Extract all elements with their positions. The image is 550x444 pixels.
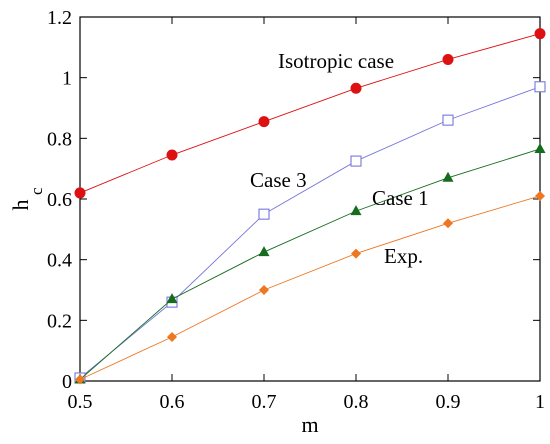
- series-label: Case 1: [372, 186, 429, 210]
- data-point: [534, 28, 546, 40]
- data-point: [167, 332, 177, 343]
- x-tick-label: 1: [535, 391, 545, 413]
- y-tick-label: 0: [62, 371, 72, 393]
- y-axis-title-subscript: c: [27, 187, 46, 195]
- series-line: [79, 195, 541, 380]
- data-point: [258, 208, 270, 220]
- y-tick-label: 1: [62, 68, 72, 90]
- data-point: [350, 205, 362, 216]
- y-tick-label: 0.8: [47, 128, 72, 150]
- data-point: [534, 142, 546, 153]
- data-point: [166, 149, 178, 161]
- series-case-1: [74, 142, 546, 384]
- data-point: [443, 218, 453, 229]
- data-point: [442, 53, 454, 65]
- x-tick-label: 0.5: [68, 391, 93, 413]
- data-point: [442, 114, 454, 126]
- data-point: [259, 285, 269, 295]
- x-tick-label: 0.9: [436, 391, 461, 413]
- series-label: Case 3: [250, 168, 307, 192]
- data-point: [442, 171, 454, 182]
- data-point: [535, 190, 545, 201]
- x-tick-label: 0.6: [160, 391, 185, 413]
- series-annotations: Isotropic case Case 3 Case 1 Exp.: [250, 49, 429, 268]
- y-tick-label: 1.2: [47, 7, 72, 29]
- y-tick-label: 0.6: [47, 189, 72, 211]
- series-isotropic-case: [74, 28, 546, 199]
- series-line: [79, 148, 541, 380]
- x-tick-label: 0.8: [344, 391, 369, 413]
- data-point: [350, 155, 362, 167]
- data-point: [258, 246, 270, 257]
- x-axis-title: m: [301, 412, 318, 437]
- data-point: [350, 82, 362, 94]
- data-point: [75, 374, 85, 385]
- series-line: [79, 86, 541, 379]
- data-point: [74, 187, 86, 199]
- y-axis-title-main: h: [8, 200, 33, 211]
- y-tick-label: 0.2: [47, 310, 72, 332]
- data-point: [166, 293, 178, 304]
- series-case-3: [74, 81, 546, 384]
- series-label: Isotropic case: [278, 49, 394, 73]
- series-line: [79, 33, 541, 194]
- series-layer: [74, 28, 546, 385]
- y-axis-title: h c: [8, 187, 46, 211]
- x-tick-label: 0.7: [252, 391, 277, 413]
- series-label: Exp.: [384, 244, 423, 268]
- data-point: [351, 248, 361, 259]
- series-exp: [75, 190, 545, 385]
- tick-labels: 0.5 0.6 0.7 0.8 0.9 1 0 0.2 0.4 0.6 0.8 1 1.2: [47, 7, 545, 413]
- data-point: [258, 116, 270, 128]
- y-tick-label: 0.4: [47, 250, 72, 272]
- data-point: [534, 81, 546, 93]
